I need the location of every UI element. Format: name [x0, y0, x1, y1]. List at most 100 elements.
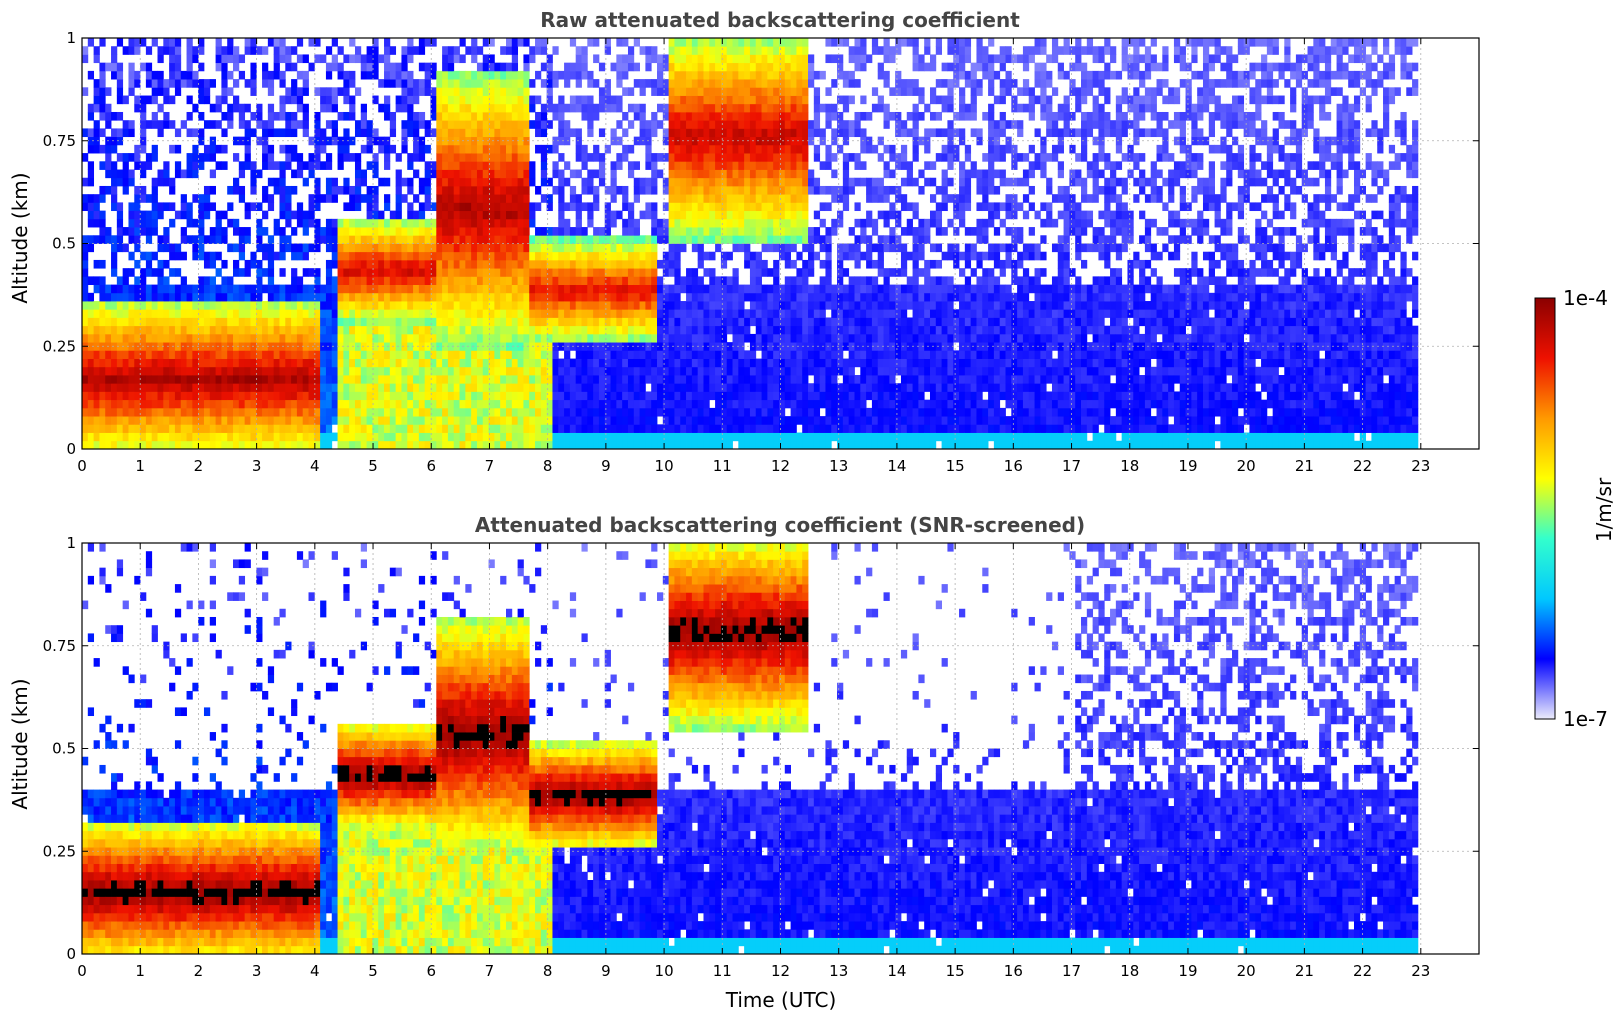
heatmap-cell [279, 103, 286, 113]
heatmap-cell [227, 391, 234, 401]
heatmap-cell [598, 383, 606, 392]
heatmap-cell [174, 350, 182, 359]
heatmap-cell [645, 440, 652, 450]
heatmap-cell [755, 383, 762, 392]
heatmap-cell [715, 284, 722, 294]
heatmap-cell [703, 79, 710, 88]
heatmap-cell [535, 424, 542, 433]
heatmap-cell [349, 366, 356, 376]
heatmap-cell [546, 366, 553, 376]
heatmap-cell [116, 62, 124, 72]
heatmap-cell [430, 235, 437, 244]
heatmap-cell [761, 161, 768, 170]
heatmap-cell [308, 301, 315, 310]
heatmap-cell [552, 46, 559, 55]
heatmap-cell [134, 210, 141, 220]
heatmap-cell [610, 268, 617, 277]
heatmap-cell [744, 284, 751, 294]
heatmap-cell [604, 391, 611, 401]
heatmap-cell [169, 391, 176, 401]
heatmap-cell [82, 46, 89, 55]
heatmap-cell [233, 383, 240, 392]
heatmap-cell [761, 399, 768, 409]
heatmap-cell [279, 416, 286, 425]
heatmap-cell [529, 268, 536, 277]
heatmap-cell [633, 424, 640, 433]
heatmap-cell [302, 358, 309, 368]
heatmap-cell [511, 375, 519, 384]
heatmap-cell [87, 161, 95, 170]
heatmap-cell [140, 161, 147, 170]
heatmap-cell [407, 185, 414, 195]
heatmap-cell [285, 111, 292, 121]
heatmap-cell [651, 218, 658, 228]
heatmap-cell [134, 375, 141, 384]
heatmap-cell [337, 185, 344, 195]
heatmap-cell [87, 317, 95, 327]
heatmap-cell [256, 292, 263, 302]
heatmap-cell [482, 144, 489, 154]
heatmap-cell [506, 251, 513, 261]
heatmap-cell [651, 177, 658, 187]
heatmap-cell [523, 54, 530, 64]
heatmap-cell [174, 70, 182, 80]
heatmap-cell [674, 333, 681, 343]
heatmap-cell [198, 161, 205, 170]
heatmap-cell [285, 128, 292, 138]
heatmap-cell [506, 358, 513, 368]
heatmap-cell [517, 144, 524, 154]
heatmap-cell [209, 284, 216, 294]
heatmap-cell [157, 46, 164, 55]
heatmap-cell [726, 38, 733, 47]
heatmap-cell [744, 227, 751, 236]
heatmap-cell [163, 243, 170, 253]
heatmap-cell [389, 259, 397, 269]
heatmap-cell [738, 391, 745, 401]
heatmap-cell [494, 391, 501, 401]
heatmap-cell [453, 144, 460, 154]
heatmap-cell [755, 210, 762, 220]
heatmap-cell [366, 440, 373, 450]
heatmap-cell [709, 416, 716, 425]
heatmap-cell [302, 366, 309, 376]
heatmap-cell [157, 210, 164, 220]
heatmap-cell [389, 366, 397, 376]
heatmap-cell [401, 325, 408, 335]
heatmap-cell [488, 38, 495, 47]
heatmap-cell [401, 136, 408, 146]
heatmap-cell [378, 103, 385, 113]
heatmap-cell [192, 153, 199, 162]
heatmap-cell [157, 268, 164, 277]
heatmap-cell [569, 169, 577, 179]
heatmap-cell [180, 416, 187, 425]
heatmap-cell [198, 46, 205, 55]
heatmap-cell [587, 317, 594, 327]
heatmap-cell [686, 153, 693, 162]
heatmap-cell [558, 251, 565, 261]
heatmap-cell [215, 95, 222, 105]
heatmap-cell [337, 358, 344, 368]
heatmap-cell [256, 440, 263, 450]
heatmap-cell [407, 161, 414, 170]
heatmap-cell [238, 309, 246, 318]
heatmap-cell [755, 292, 762, 302]
heatmap-cell [192, 407, 199, 417]
heatmap-cell [325, 424, 333, 433]
heatmap-cell [442, 342, 449, 351]
heatmap-cell [453, 120, 460, 129]
heatmap-cell [633, 161, 640, 170]
heatmap-cell [511, 54, 519, 64]
heatmap-cell [337, 235, 344, 244]
heatmap-cell [552, 292, 559, 302]
heatmap-cell [93, 309, 100, 318]
heatmap-cell [569, 95, 577, 105]
heatmap-cell [453, 70, 460, 80]
heatmap-cell [471, 95, 478, 105]
heatmap-cell [593, 268, 600, 277]
heatmap-cell [668, 268, 675, 277]
heatmap-cell [546, 333, 553, 343]
heatmap-cell [163, 284, 170, 294]
heatmap-cell [337, 87, 344, 96]
heatmap-cell [686, 87, 693, 96]
heatmap-cell [575, 46, 582, 55]
